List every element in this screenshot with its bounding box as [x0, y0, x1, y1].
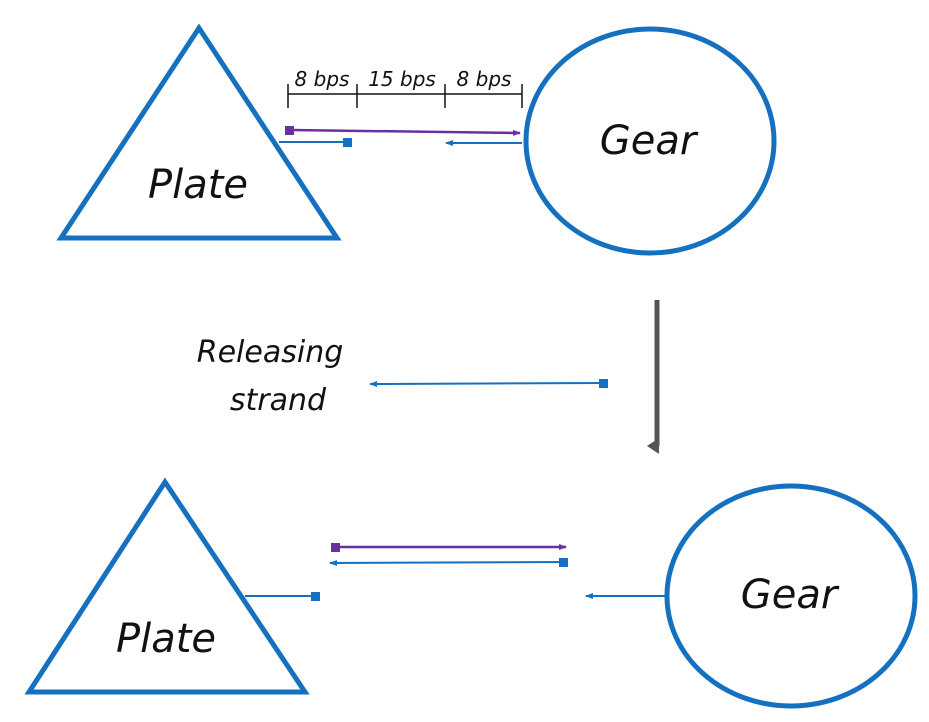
- purple-strand-end: [285, 126, 294, 135]
- bottom-strands: [245, 543, 667, 601]
- releasing-strand-label-line1: Releasing: [197, 335, 344, 370]
- top-gear: Gear: [523, 26, 777, 256]
- releasing-strand-label-line2: strand: [230, 383, 327, 418]
- bottom-plate-triangle: [24, 477, 310, 695]
- top-plate-triangle: [56, 23, 342, 241]
- top-gear-circle: [523, 26, 777, 256]
- bps-scale: 8 bps 15 bps 8 bps: [287, 67, 523, 108]
- plate-anchor-strand-end: [343, 138, 352, 147]
- free-blue-strand: [329, 559, 564, 566]
- top-strands: [279, 126, 522, 147]
- segment-label-3: 8 bps: [457, 67, 512, 91]
- releasing-strand: [369, 380, 604, 387]
- releasing-strand-group: Releasing strand: [197, 335, 608, 418]
- bottom-plate-anchor-strand-end: [311, 592, 320, 601]
- releasing-strand-end: [599, 379, 608, 388]
- segment-label-2: 15 bps: [368, 67, 436, 91]
- bottom-gear: Gear: [664, 483, 918, 709]
- top-gear-label: Gear: [600, 118, 699, 164]
- purple-strand: [290, 128, 521, 136]
- segment-label-1: 8 bps: [295, 67, 350, 91]
- bottom-plate: Plate: [24, 477, 310, 695]
- top-plate-label: Plate: [148, 162, 248, 208]
- free-purple-strand-end: [331, 543, 340, 552]
- top-plate: Plate: [56, 23, 342, 241]
- bottom-plate-label: Plate: [116, 616, 216, 662]
- bottom-gear-label: Gear: [741, 572, 840, 618]
- free-blue-strand-end: [559, 558, 568, 567]
